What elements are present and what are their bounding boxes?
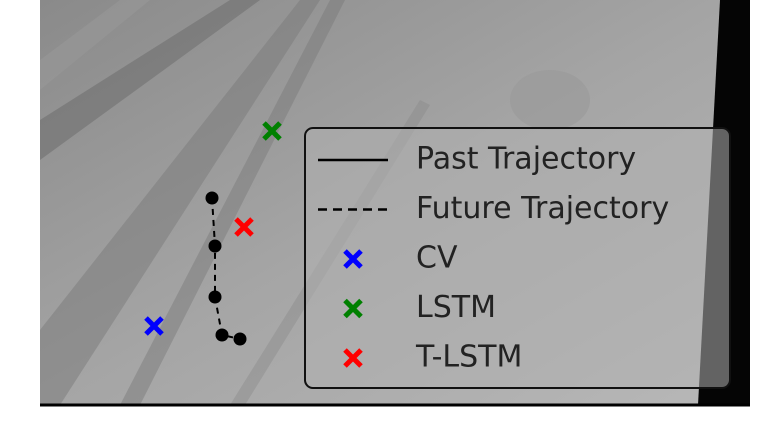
legend-marker <box>343 348 363 368</box>
legend-label: Future Trajectory <box>416 191 669 226</box>
plot-area <box>144 121 282 346</box>
trajectory-point <box>208 239 222 253</box>
prediction-marker <box>262 121 282 141</box>
trajectory-point <box>208 290 222 304</box>
legend-label: T-LSTM <box>415 340 522 375</box>
legend-marker <box>343 249 363 269</box>
legend-label: LSTM <box>416 290 496 325</box>
legend-marker <box>343 298 363 319</box>
legend-items: Past Trajectory Future Trajectory CV LSTM T-… <box>318 142 669 375</box>
trajectory-point <box>215 328 229 342</box>
legend: Past Trajectory Future Trajectory CV LSTM T-… <box>304 127 731 389</box>
trajectory-point <box>233 332 247 346</box>
legend-label: Past Trajectory <box>416 142 636 177</box>
prediction-marker <box>144 316 164 336</box>
trajectory-point <box>205 191 219 205</box>
prediction-marker <box>234 217 254 237</box>
legend-label: CV <box>416 241 458 276</box>
